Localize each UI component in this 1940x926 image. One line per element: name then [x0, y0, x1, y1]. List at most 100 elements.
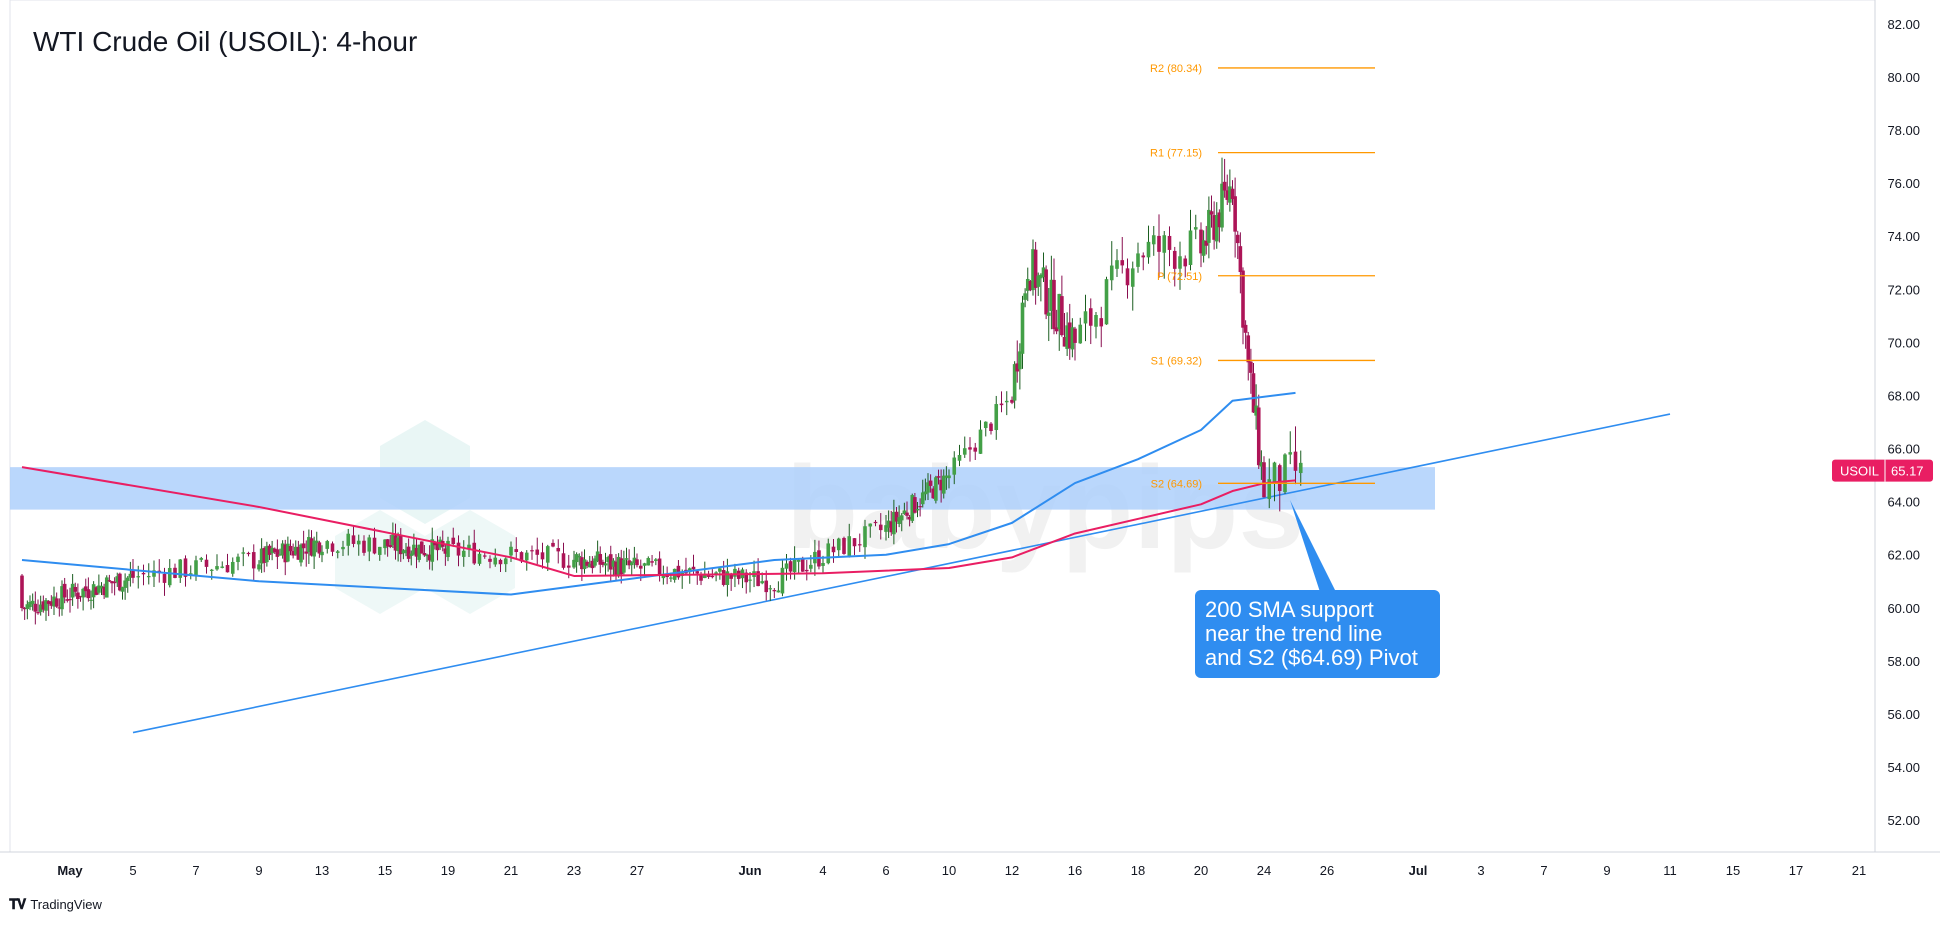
- candle-body: [1220, 183, 1224, 228]
- candle-body: [406, 546, 411, 559]
- candle-body: [33, 603, 38, 612]
- candle-body: [764, 580, 769, 593]
- candle-body: [167, 567, 172, 586]
- candle-body: [391, 534, 395, 546]
- candle-body: [356, 540, 361, 545]
- candle-body: [304, 551, 309, 554]
- sma-200-line: [21, 466, 1296, 577]
- candle-body: [796, 559, 801, 562]
- candle-body: [899, 515, 904, 521]
- candle-body: [78, 595, 83, 598]
- candle-body: [1162, 235, 1167, 253]
- candle-body: [320, 551, 324, 556]
- candle-body: [401, 550, 406, 554]
- candle-body: [131, 570, 135, 578]
- candle-body: [936, 476, 941, 478]
- candle-body: [1298, 462, 1303, 474]
- candle-body: [1272, 462, 1277, 483]
- candle-body: [1065, 325, 1069, 349]
- candle-body: [188, 573, 193, 575]
- candle-body: [104, 577, 109, 598]
- candle-body: [994, 404, 999, 431]
- candle-body: [83, 586, 88, 592]
- candle-body: [968, 447, 972, 450]
- candle-body: [46, 601, 51, 604]
- y-tick-label: 60.00: [1887, 601, 1920, 616]
- candle-body: [1039, 274, 1043, 279]
- candle-body: [910, 495, 915, 521]
- candle-body: [275, 549, 280, 557]
- candle-body: [1067, 322, 1072, 349]
- candle-body: [1036, 275, 1041, 287]
- x-tick-label: 21: [504, 863, 518, 878]
- x-tick-label: 19: [441, 863, 455, 878]
- candle-body: [296, 546, 301, 560]
- candle-body: [102, 586, 106, 596]
- candle-body: [566, 565, 571, 568]
- candle-body: [619, 558, 624, 575]
- candle-body: [1283, 454, 1287, 493]
- candle-body: [341, 546, 345, 550]
- candle-body: [1020, 302, 1025, 354]
- candle-body: [1023, 293, 1027, 300]
- candle-body: [317, 542, 322, 554]
- candle-body: [593, 558, 597, 566]
- candle-body: [1073, 328, 1077, 343]
- x-tick-label: 7: [192, 863, 199, 878]
- candle-body: [999, 403, 1004, 406]
- candle-body: [1235, 234, 1240, 244]
- candle-body: [377, 546, 382, 555]
- candle-body: [1062, 336, 1067, 347]
- candle-body: [913, 497, 917, 513]
- candle-body: [136, 576, 141, 578]
- candle-body: [443, 548, 448, 554]
- candle-body: [703, 574, 707, 579]
- candle-body: [928, 480, 933, 486]
- tradingview-logo[interactable]: 𝐓𝐕 TradingView: [9, 896, 102, 913]
- candle-body: [926, 482, 930, 493]
- candle-body: [989, 423, 993, 432]
- candle-body: [642, 563, 647, 566]
- y-tick-label: 66.00: [1887, 442, 1920, 457]
- candle-body: [776, 590, 781, 593]
- candle-body: [41, 601, 46, 610]
- candle-body: [427, 554, 432, 561]
- candle-body: [25, 604, 30, 609]
- candle-body: [270, 547, 274, 554]
- candle-body: [585, 561, 589, 566]
- trend-line: [132, 413, 1671, 734]
- x-tick-label: 7: [1540, 863, 1547, 878]
- candle-body: [107, 580, 112, 582]
- candle-body: [467, 544, 471, 550]
- candle-body: [194, 560, 198, 576]
- candle-body: [482, 555, 487, 557]
- candle-body: [1193, 227, 1198, 230]
- candle-body: [146, 576, 151, 578]
- candle-body: [299, 544, 303, 563]
- candle-body: [509, 546, 513, 556]
- candle-body: [225, 565, 230, 573]
- x-tick-label: 23: [567, 863, 581, 878]
- candle-body: [831, 546, 836, 553]
- candle-body: [1060, 296, 1064, 336]
- candle-body: [1025, 278, 1030, 291]
- candle-body: [503, 558, 508, 565]
- candle-body: [251, 552, 256, 569]
- candle-body: [451, 537, 456, 545]
- candle-body: [398, 535, 403, 555]
- candle-body: [65, 599, 70, 601]
- candle-body: [1172, 250, 1177, 269]
- support-zone: [10, 467, 1435, 510]
- candle-body: [215, 566, 219, 570]
- candle-body: [433, 542, 437, 546]
- candle-body: [944, 475, 949, 478]
- candle-body: [477, 553, 482, 564]
- candle-body: [28, 601, 32, 608]
- candle-body: [920, 492, 925, 505]
- y-tick-label: 68.00: [1887, 388, 1920, 403]
- candle-body: [1277, 465, 1282, 491]
- candle-body: [230, 561, 235, 574]
- candle-body: [1251, 373, 1256, 413]
